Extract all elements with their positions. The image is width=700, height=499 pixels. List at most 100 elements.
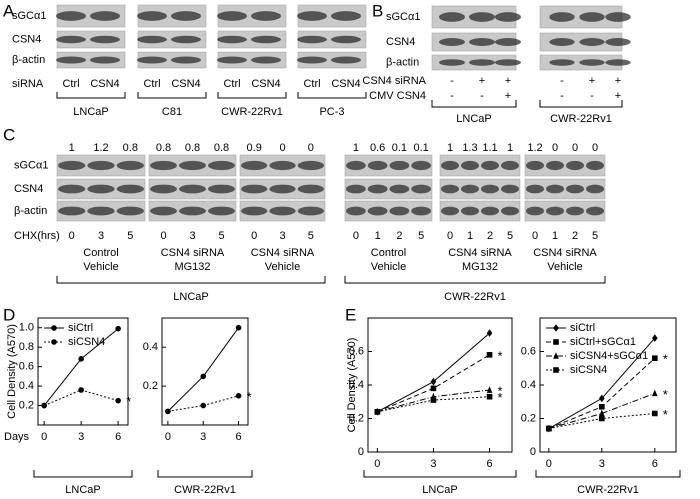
band bbox=[56, 35, 86, 44]
lane-label: 2 bbox=[572, 230, 578, 242]
cell-line-label: CWR-22Rv1 bbox=[444, 291, 506, 303]
treatment-label: CSN4 siRNA bbox=[362, 75, 426, 87]
band bbox=[116, 184, 144, 194]
band bbox=[269, 160, 296, 171]
band bbox=[367, 206, 388, 216]
band bbox=[439, 12, 465, 22]
y-axis-label: Cell Density (A570) bbox=[346, 338, 358, 433]
band bbox=[549, 12, 575, 22]
significance-mark: * bbox=[663, 387, 668, 402]
point bbox=[652, 389, 658, 397]
legend-label: siCtrl+sGCα1 bbox=[570, 336, 636, 348]
band bbox=[56, 56, 86, 64]
x-tick-label: 6 bbox=[115, 431, 121, 443]
treatment-sign: + bbox=[615, 90, 621, 102]
intensity-label: 0.1 bbox=[392, 142, 407, 154]
band bbox=[241, 206, 268, 216]
group-label: CWR-22Rv1 bbox=[577, 484, 639, 496]
row-label: β-actin bbox=[386, 56, 419, 68]
point bbox=[430, 385, 437, 392]
band bbox=[297, 56, 327, 64]
lane-label: 1 bbox=[467, 230, 473, 242]
band bbox=[179, 206, 206, 216]
series-line bbox=[167, 395, 239, 412]
intensity-label: 1 bbox=[69, 142, 75, 154]
point bbox=[165, 408, 171, 415]
lane-label: 3 bbox=[98, 230, 104, 242]
point bbox=[553, 324, 559, 332]
group-label: C81 bbox=[162, 106, 182, 118]
intensity-label: 1 bbox=[353, 142, 359, 154]
point bbox=[486, 386, 493, 393]
bracket bbox=[344, 276, 606, 284]
band bbox=[549, 59, 575, 66]
band bbox=[469, 38, 495, 46]
band bbox=[150, 160, 177, 171]
bracket bbox=[297, 92, 367, 99]
intensity-label: 0.1 bbox=[413, 142, 428, 154]
lane-row-label: CHX(hrs) bbox=[14, 230, 60, 242]
band bbox=[495, 38, 521, 46]
condition-label: Control bbox=[371, 247, 406, 259]
intensity-label: 0.8 bbox=[185, 142, 200, 154]
y-tick-label: 0.6 bbox=[19, 361, 34, 373]
treatment-sign: - bbox=[560, 90, 564, 102]
y-tick-label: 0.2 bbox=[349, 412, 364, 424]
band bbox=[501, 160, 519, 171]
intensity-label: 0 bbox=[308, 142, 314, 154]
blot bbox=[344, 178, 433, 200]
band bbox=[90, 11, 120, 21]
band bbox=[217, 56, 247, 64]
y-tick-label: 0.4 bbox=[521, 379, 536, 391]
band bbox=[87, 206, 115, 216]
y-tick-label: 1.0 bbox=[19, 322, 34, 334]
intensity-label: 0 bbox=[592, 142, 598, 154]
lane-label: CSN4 bbox=[171, 78, 200, 90]
band bbox=[389, 206, 410, 216]
band bbox=[297, 11, 327, 21]
plot-frame bbox=[37, 317, 129, 426]
lane-label: Ctrl bbox=[303, 78, 320, 90]
group-label: LNCaP bbox=[65, 484, 100, 496]
point bbox=[115, 325, 121, 332]
band bbox=[501, 184, 519, 194]
band bbox=[411, 160, 431, 171]
band bbox=[461, 160, 479, 171]
band bbox=[346, 206, 366, 216]
point bbox=[41, 402, 47, 409]
treatment-sign: - bbox=[450, 90, 454, 102]
band bbox=[579, 38, 605, 46]
condition-label: Vehicle bbox=[265, 261, 300, 273]
point bbox=[235, 324, 242, 331]
point bbox=[553, 352, 559, 359]
band bbox=[481, 184, 499, 194]
band bbox=[297, 184, 325, 194]
band bbox=[411, 184, 431, 194]
condition-label: CSN4 siRNA bbox=[448, 247, 512, 259]
band bbox=[469, 12, 495, 22]
x-tick-label: 0 bbox=[374, 458, 380, 470]
intensity-label: 1 bbox=[447, 142, 453, 154]
band bbox=[56, 11, 86, 21]
lane-label: 0 bbox=[353, 230, 359, 242]
band bbox=[495, 12, 521, 22]
band bbox=[526, 160, 544, 171]
band bbox=[241, 160, 268, 171]
point bbox=[553, 367, 559, 373]
y-tick-label: 0.6 bbox=[349, 345, 364, 357]
intensity-label: 1.1 bbox=[482, 142, 497, 154]
plot-frame bbox=[161, 317, 249, 426]
point bbox=[51, 339, 57, 345]
band bbox=[605, 38, 631, 46]
panel-letter: A bbox=[3, 1, 15, 20]
bracket bbox=[431, 100, 517, 108]
treatment-sign: + bbox=[479, 75, 485, 87]
treatment-label: CMV CSN4 bbox=[369, 90, 426, 102]
condition-label: Control bbox=[83, 247, 118, 259]
row-label: β-actin bbox=[14, 205, 47, 217]
y-tick-label: 0.2 bbox=[19, 399, 34, 411]
intensity-label: 0.8 bbox=[156, 142, 171, 154]
band bbox=[441, 184, 459, 194]
band bbox=[208, 160, 235, 171]
